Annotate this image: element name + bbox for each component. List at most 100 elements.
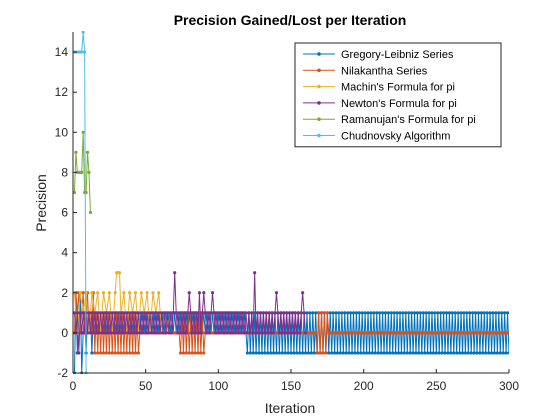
data-point [350, 351, 354, 355]
data-point [245, 351, 249, 355]
data-point [242, 331, 247, 335]
data-point [253, 271, 257, 275]
data-point [417, 351, 421, 355]
data-point [389, 311, 393, 315]
data-point [439, 311, 443, 315]
data-point [362, 351, 366, 355]
legend-label: Ramanujan's Formula for pi [341, 114, 476, 126]
data-point [382, 351, 386, 355]
data-point [289, 351, 293, 355]
legend-item-machin-s-formula-for-pi: Machin's Formula for pi [303, 82, 455, 94]
data-point [455, 351, 459, 355]
legend-item-newton-s-formula-for-pi: Newton's Formula for pi [303, 98, 457, 110]
data-point [276, 311, 280, 315]
data-point [170, 331, 174, 335]
data-point [257, 351, 261, 355]
data-point [94, 331, 98, 335]
data-point [354, 311, 358, 315]
data-point [136, 351, 140, 355]
data-point [135, 331, 139, 335]
data-point [87, 311, 91, 315]
legend-swatch-marker [317, 84, 321, 89]
data-point [330, 351, 334, 355]
data-point [257, 331, 261, 335]
data-point [133, 351, 138, 355]
data-point [88, 331, 93, 335]
data-point [312, 351, 316, 355]
data-point [285, 311, 289, 315]
data-point [255, 311, 260, 315]
data-point [228, 331, 232, 335]
data-point [224, 311, 228, 315]
data-point [348, 311, 353, 315]
data-point [241, 311, 245, 315]
data-point [78, 311, 82, 315]
data-point [453, 311, 457, 315]
data-point [466, 351, 470, 355]
chart-title: Precision Gained/Lost per Iteration [174, 12, 407, 28]
data-point [194, 311, 199, 315]
data-point [283, 351, 287, 355]
legend-item-chudnovsky-algorithm: Chudnovsky Algorithm [303, 131, 450, 143]
data-point [482, 311, 486, 315]
data-point [151, 311, 155, 315]
data-point [145, 291, 149, 295]
y-tick-label: 8 [61, 165, 68, 179]
data-point [103, 331, 107, 335]
data-point [301, 351, 305, 355]
data-point [357, 311, 361, 315]
data-point [404, 311, 408, 315]
data-point [85, 150, 90, 154]
data-point [237, 331, 241, 335]
data-point [314, 311, 318, 315]
x-tick-label: 0 [70, 379, 77, 393]
data-point [101, 351, 106, 355]
data-point [494, 311, 498, 315]
data-point [90, 311, 94, 315]
data-point [295, 351, 299, 355]
data-point [434, 351, 438, 355]
data-point [295, 331, 299, 335]
series-newton-s-formula-for-pi [73, 271, 308, 355]
data-point [80, 331, 84, 335]
legend-item-ramanujan-s-formula-for-pi: Ramanujan's Formula for pi [303, 114, 476, 126]
data-point [157, 291, 161, 295]
data-point [298, 351, 302, 355]
data-point [130, 311, 135, 315]
data-point [495, 351, 499, 355]
data-point [436, 311, 440, 315]
data-point [101, 291, 106, 295]
data-point [116, 311, 120, 315]
data-point [475, 351, 479, 355]
data-point [353, 351, 357, 355]
data-point [270, 311, 274, 315]
data-point [142, 311, 146, 315]
data-point [402, 351, 406, 355]
data-point [407, 311, 411, 315]
series-markers [73, 271, 308, 355]
data-point [503, 311, 507, 315]
x-tick-label: 100 [208, 379, 228, 393]
data-point [206, 311, 210, 315]
data-point [132, 331, 136, 335]
data-point [420, 351, 424, 355]
data-point [136, 311, 140, 315]
data-point [346, 311, 350, 315]
y-tick-label: 6 [61, 206, 68, 220]
data-point [273, 311, 277, 315]
data-point [427, 311, 431, 315]
data-point [264, 311, 268, 315]
data-point [216, 331, 220, 335]
data-point [157, 311, 161, 315]
data-point [341, 351, 345, 355]
y-tick-label: 0 [61, 326, 68, 340]
data-point [93, 311, 97, 315]
data-point [192, 311, 196, 315]
data-point [171, 311, 175, 315]
data-point [343, 311, 347, 315]
data-point [507, 351, 509, 355]
data-point [173, 271, 177, 275]
legend-swatch-marker [317, 52, 321, 56]
data-point [245, 331, 249, 335]
